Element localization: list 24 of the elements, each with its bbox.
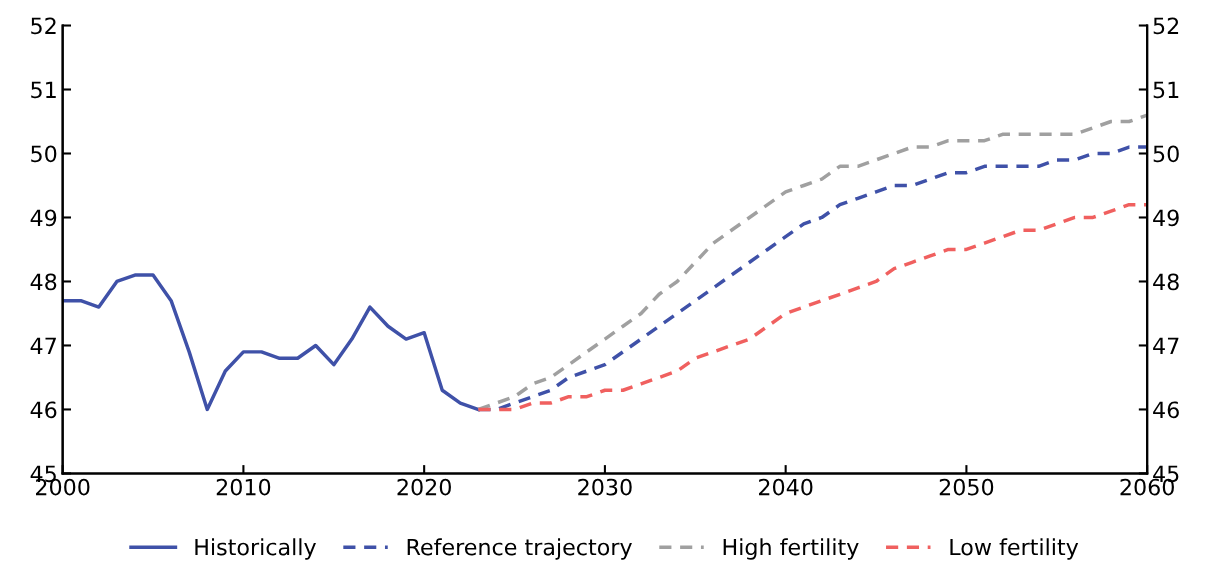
y2-tick-label: 46 <box>1153 401 1179 419</box>
y-tick-label: 47 <box>30 337 56 354</box>
legend-label: Low fertility <box>950 538 1079 560</box>
x-tick-label: 2010 <box>216 478 271 496</box>
x-tick-label: 2050 <box>939 478 994 496</box>
legend-label: Historically <box>195 538 316 560</box>
y-tick-label: 51 <box>31 81 56 99</box>
legend-label: High fertility <box>723 538 859 560</box>
y2-tick-label: 52 <box>1153 17 1179 35</box>
y2-tick-label: 47 <box>1153 337 1179 354</box>
x-tick-label: 2030 <box>578 478 632 496</box>
y-tick-label: 50 <box>31 145 57 163</box>
x-tick-label: 2040 <box>759 478 813 496</box>
y2-tick-label: 49 <box>1153 209 1179 227</box>
y2-tick-label: 51 <box>1153 81 1179 99</box>
y2-tick-label: 48 <box>1153 273 1179 291</box>
y-tick-label: 49 <box>30 209 57 227</box>
legend-label: Reference trajectory <box>407 538 632 560</box>
y-tick-label: 48 <box>30 273 57 291</box>
y-tick-label: 46 <box>30 401 57 419</box>
y2-tick-label: 50 <box>1153 145 1179 163</box>
x-tick-label: 2020 <box>397 478 451 496</box>
y-tick-label: 52 <box>31 17 56 35</box>
line-series <box>476 202 1148 412</box>
